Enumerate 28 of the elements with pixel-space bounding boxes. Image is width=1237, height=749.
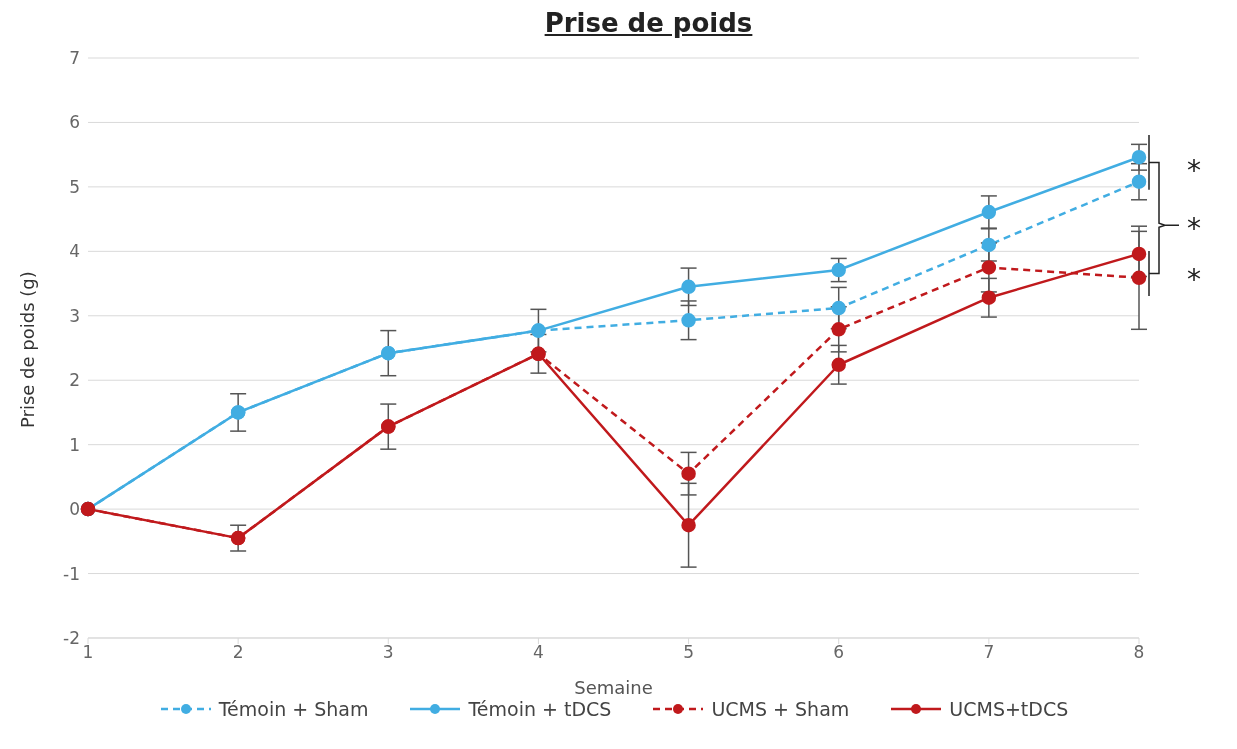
text: * [1187,153,1201,187]
x-tick-label: 5 [683,642,694,663]
x-tick-label: 2 [232,642,244,663]
y-tick-label: 3 [69,305,80,326]
text: * [1187,263,1201,297]
text: * [1187,211,1201,245]
y-tick-label: 7 [69,48,80,69]
y-tick-label: 2 [69,370,80,391]
x-tick-label: 3 [382,642,394,663]
x-tick-label: 7 [983,642,995,663]
y-tick-label: 6 [69,112,80,133]
y-tick-label: -1 [63,563,80,584]
y-tick-label: 5 [69,176,80,197]
x-tick-label: 1 [82,642,94,663]
y-tick-label: 4 [69,241,80,262]
x-tick-label: 6 [833,642,845,663]
y-tick-label: 1 [69,434,80,455]
y-tick-label: -2 [63,628,80,649]
chart-title: Prise de poids [543,8,754,40]
legend-label: UCMS + Sham [711,698,850,720]
x-tick-label: 4 [533,642,544,663]
legend-label: Témoin + Sham [218,698,369,720]
x-axis-title: Semaine [574,677,653,698]
y-axis-title: Prise de poids (g) [17,271,39,428]
legend-label: Témoin + tDCS [468,698,612,720]
y-tick-label: 0 [69,499,80,520]
legend-label: UCMS+tDCS [949,698,1069,720]
x-tick-label: 8 [1133,642,1145,663]
